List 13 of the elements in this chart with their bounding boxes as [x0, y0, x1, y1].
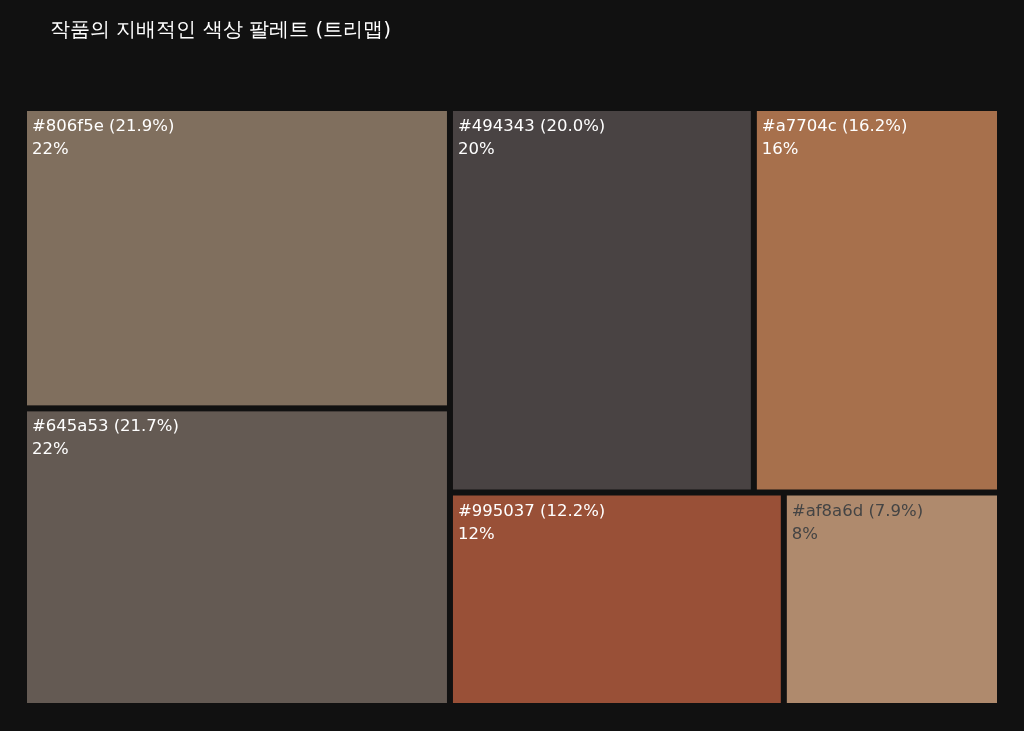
data-label: 16%	[761, 139, 799, 158]
category-label: #995037 (12.2%)	[457, 500, 606, 520]
category-label: #645a53 (21.7%)	[32, 416, 179, 436]
category-label: #af8a6d (7.9%)	[791, 500, 924, 520]
data-label: 8%	[791, 523, 818, 543]
category-label: #806f5e (21.9%)	[32, 116, 175, 135]
data-label: 12%	[457, 523, 495, 543]
data-label: 22%	[32, 439, 69, 459]
category-label: #a7704c (16.2%)	[761, 116, 908, 135]
data-label: 20%	[457, 139, 495, 158]
category-label: #494343 (20.0%)	[457, 116, 606, 135]
text: 작품의 지배적인 색상 팔레트 (트리맵)	[50, 17, 392, 41]
data-label: 22%	[32, 139, 69, 158]
